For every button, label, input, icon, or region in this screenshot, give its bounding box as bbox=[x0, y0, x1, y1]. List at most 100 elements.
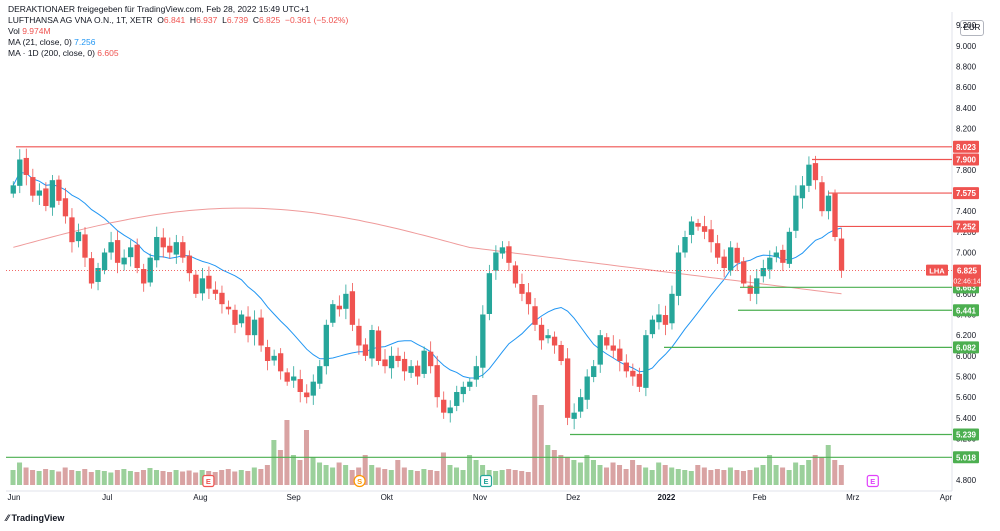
volume-bar bbox=[349, 470, 355, 485]
y-tick-label: 9.000 bbox=[956, 42, 977, 51]
volume-bar bbox=[284, 420, 290, 485]
candle-body bbox=[793, 195, 799, 231]
level-label-bg bbox=[953, 140, 979, 153]
candle-body bbox=[232, 309, 238, 325]
x-tick-label: 2022 bbox=[658, 493, 676, 502]
candle-body bbox=[780, 249, 786, 263]
candle-body bbox=[558, 344, 564, 361]
volume-bar bbox=[525, 472, 531, 485]
volume-bar bbox=[506, 469, 512, 485]
candle-body bbox=[317, 366, 323, 384]
event-marker: E bbox=[866, 474, 879, 488]
high-value: 6.937 bbox=[196, 15, 218, 25]
publish-title: DERAKTIONAER freigegeben für TradingView… bbox=[8, 4, 310, 14]
candle-body bbox=[69, 217, 75, 243]
volume-bar bbox=[134, 472, 140, 485]
level-label-bg bbox=[953, 220, 979, 233]
volume-bar bbox=[753, 467, 760, 485]
event-marker-label: E bbox=[206, 477, 211, 486]
x-tick-label: Dez bbox=[566, 493, 580, 502]
candle-body bbox=[23, 157, 29, 175]
y-tick-label: 5.400 bbox=[956, 414, 977, 423]
candle-body bbox=[825, 195, 832, 212]
candle-body bbox=[519, 284, 525, 294]
volume-bar bbox=[597, 465, 603, 485]
volume-bar bbox=[362, 455, 368, 485]
tradingview-brand: ⁄⁄ TradingView bbox=[6, 513, 64, 523]
candle-body bbox=[343, 293, 349, 309]
volume-bar bbox=[499, 470, 505, 485]
volume-bar bbox=[251, 467, 257, 485]
volume-bar bbox=[408, 470, 414, 485]
candle-body bbox=[375, 330, 382, 361]
volume-bar bbox=[382, 469, 388, 485]
volume-bar bbox=[740, 471, 746, 485]
volume-bar bbox=[590, 460, 596, 485]
candle-body bbox=[154, 237, 160, 261]
candle-body bbox=[141, 269, 147, 284]
y-tick-label: 4.800 bbox=[956, 476, 977, 485]
volume-bar bbox=[114, 470, 120, 485]
volume-bar bbox=[56, 471, 62, 485]
price-label-value: 6.825 bbox=[957, 267, 978, 276]
candle-body bbox=[291, 376, 297, 381]
y-tick-label: 5.800 bbox=[956, 373, 977, 382]
volume-bar bbox=[799, 465, 805, 485]
vol-value: 9.974M bbox=[22, 26, 51, 36]
volume-bar bbox=[434, 471, 440, 485]
volume-bar bbox=[69, 470, 75, 485]
candle-body bbox=[675, 252, 682, 296]
volume-bar bbox=[82, 469, 88, 485]
volume-bar bbox=[258, 469, 264, 485]
volume-bar bbox=[545, 445, 551, 485]
volume-bar bbox=[727, 467, 733, 485]
x-tick-label: Sep bbox=[286, 493, 301, 502]
volume-bar bbox=[812, 455, 818, 485]
candle-body bbox=[199, 278, 206, 294]
y-tick-label: 6.200 bbox=[956, 331, 977, 340]
candle-body bbox=[49, 180, 56, 208]
volume-bar bbox=[760, 465, 766, 485]
volume-bar bbox=[512, 470, 518, 485]
candle-body bbox=[512, 265, 519, 284]
volume-bar bbox=[532, 395, 538, 485]
volume-bar bbox=[49, 470, 55, 485]
candle-body bbox=[30, 177, 36, 196]
candle-body bbox=[578, 397, 584, 412]
y-tick-label: 6.600 bbox=[956, 290, 977, 299]
candle-body bbox=[95, 268, 101, 282]
candle-body bbox=[767, 257, 773, 270]
candle-body bbox=[480, 314, 486, 368]
y-tick-label: 7.800 bbox=[956, 166, 977, 175]
candle-body bbox=[258, 317, 264, 346]
volume-bar bbox=[23, 467, 29, 485]
candle-body bbox=[421, 350, 427, 374]
candle-body bbox=[832, 193, 838, 237]
candle-body bbox=[186, 255, 193, 274]
candle-body bbox=[454, 392, 460, 406]
volume-bar bbox=[343, 465, 349, 485]
volume-bar bbox=[297, 460, 303, 485]
candle-body bbox=[369, 330, 375, 359]
candle-body bbox=[167, 245, 173, 253]
candle-body bbox=[695, 223, 701, 227]
currency-button[interactable]: EUR bbox=[960, 20, 984, 36]
candle-body bbox=[219, 292, 225, 305]
candle-body bbox=[62, 198, 69, 217]
ma21-label: MA (21, close, 0) bbox=[8, 37, 72, 47]
candle-body bbox=[336, 305, 343, 310]
event-marker-label: S bbox=[357, 477, 362, 486]
ma200-value: 6.605 bbox=[97, 48, 119, 58]
candle-body bbox=[604, 337, 610, 346]
x-tick-label: Aug bbox=[193, 493, 207, 502]
candle-body bbox=[708, 229, 714, 243]
volume-bar bbox=[656, 462, 662, 485]
volume-bar bbox=[225, 469, 231, 485]
candle-body bbox=[225, 306, 232, 310]
candle-body bbox=[43, 188, 49, 206]
price-label-countdown: 02:46:14 bbox=[953, 279, 980, 286]
volume-bar bbox=[369, 465, 375, 485]
candle-body bbox=[147, 257, 153, 283]
